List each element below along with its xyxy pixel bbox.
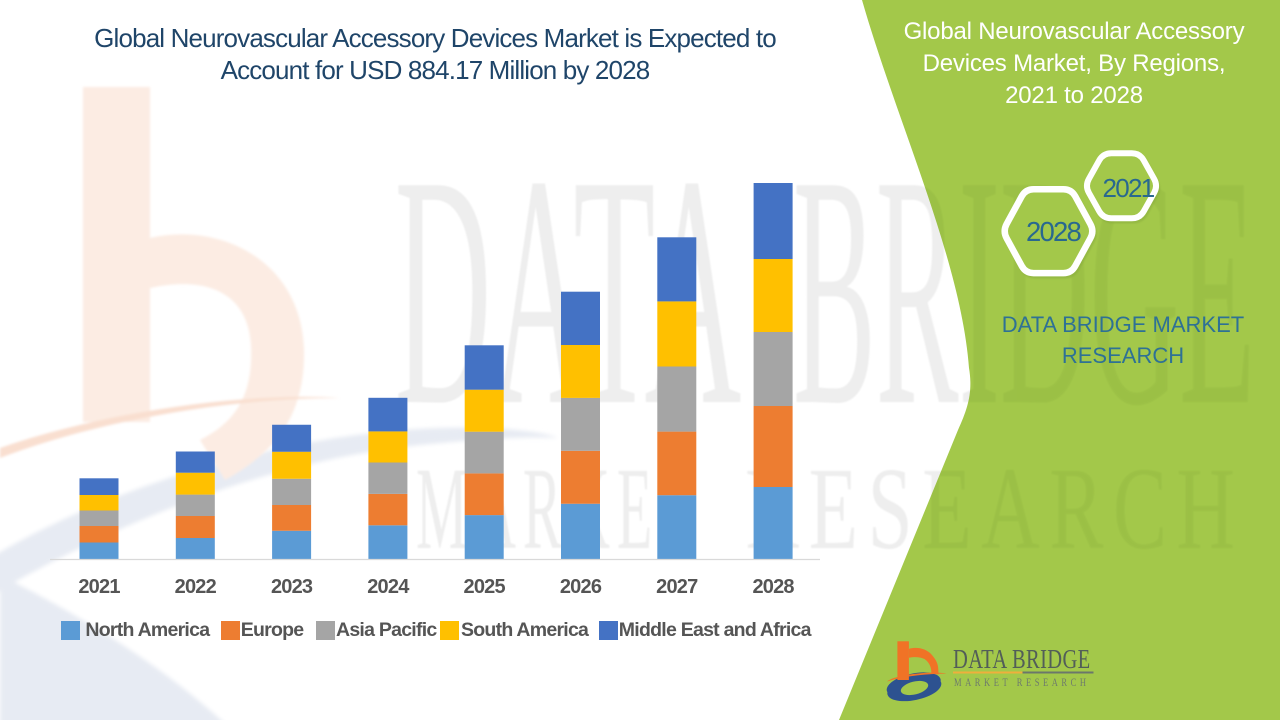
svg-text:DATA BRIDGE: DATA BRIDGE (953, 645, 1091, 674)
svg-text:MARKET RESEARCH: MARKET RESEARCH (954, 677, 1090, 690)
svg-text:MARKET: MARKET (416, 444, 701, 575)
